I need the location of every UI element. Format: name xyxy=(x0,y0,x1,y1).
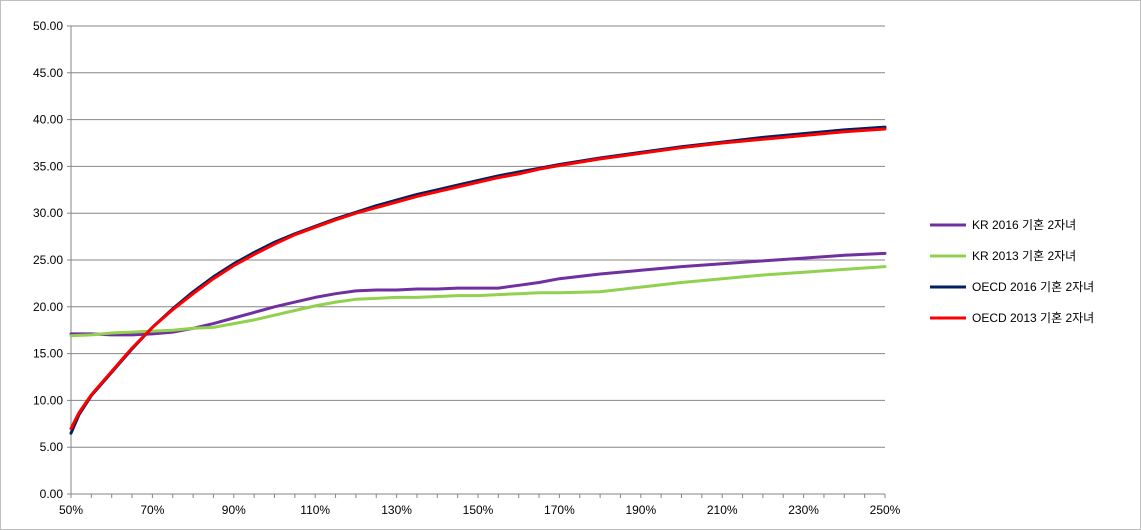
x-tick-label: 230% xyxy=(788,503,819,517)
legend-label: KR 2016 기혼 2자녀 xyxy=(972,218,1076,232)
y-tick-label: 10.00 xyxy=(33,393,63,407)
series-lines xyxy=(69,125,887,435)
x-tick-label: 90% xyxy=(222,503,246,517)
y-tick-label: 50.00 xyxy=(33,19,63,33)
legend-label: KR 2013 기혼 2자녀 xyxy=(972,249,1076,263)
x-tick-label: 210% xyxy=(707,503,738,517)
y-tick-label: 45.00 xyxy=(33,66,63,80)
x-tick-label: 190% xyxy=(625,503,656,517)
series-line-3 xyxy=(69,125,887,435)
x-tick-label: 130% xyxy=(381,503,412,517)
series-line-2 xyxy=(69,265,887,338)
y-tick-label: 0.00 xyxy=(40,487,64,501)
x-axis-ticks: 50% 70% 90% 110% 130% 150% 170% 190% 210% 230% 250… xyxy=(59,494,901,517)
gridlines xyxy=(71,25,885,448)
x-tick-label: 110% xyxy=(300,503,330,517)
legend-label: OECD 2016 기혼 2자녀 xyxy=(972,280,1094,294)
x-tick-label: 170% xyxy=(544,503,575,517)
y-tick-label: 20.00 xyxy=(33,300,63,314)
x-tick-label: 250% xyxy=(870,503,901,517)
y-axis-ticks: 0.00 5.00 10.00 15.00 20.00 25.00 30.00 35.00 40… xyxy=(33,19,71,501)
x-tick-label: 50% xyxy=(59,503,83,517)
x-tick-label: 70% xyxy=(140,503,164,517)
y-tick-label: 40.00 xyxy=(33,113,63,127)
y-tick-label: 25.00 xyxy=(33,253,63,267)
y-tick-label: 5.00 xyxy=(40,440,64,454)
x-tick-label: 150% xyxy=(463,503,494,517)
legend-label: OECD 2013 기혼 2자녀 xyxy=(972,311,1094,325)
legend: KR 2016 기혼 2자녀 KR 2013 기혼 2자녀 OECD 2016 기혼… xyxy=(930,218,1094,325)
y-tick-label: 15.00 xyxy=(33,347,63,361)
y-tick-label: 35.00 xyxy=(33,159,63,173)
y-tick-label: 30.00 xyxy=(33,206,63,220)
series-line-4 xyxy=(69,127,887,430)
